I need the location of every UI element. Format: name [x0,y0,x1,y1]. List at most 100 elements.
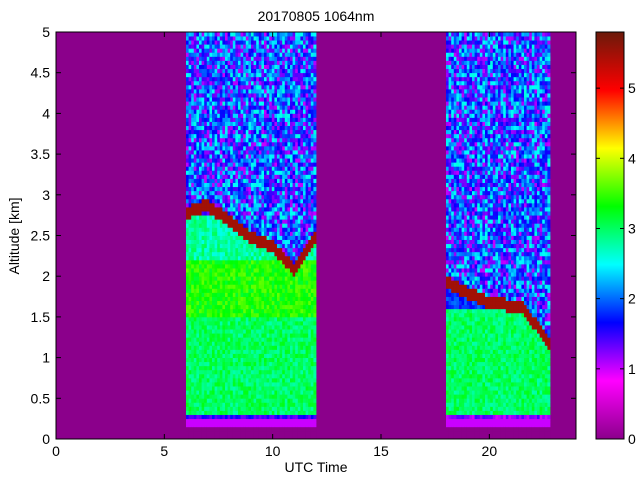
heatmap-cell [264,369,267,375]
heatmap-cell [191,105,195,110]
heatmap-cell [206,369,210,375]
heatmap-cell [188,251,192,257]
heatmap-cell [295,133,299,139]
heatmap-cell [248,207,252,212]
heatmap-cell [227,170,231,175]
heatmap-cell [222,215,226,220]
heatmap-cell [222,93,226,98]
heatmap-cell [227,145,231,151]
heatmap-cell [303,386,306,391]
heatmap-cell [227,235,231,240]
heatmap-cell [230,88,234,94]
heatmap-cell [284,93,288,98]
heatmap-cell [240,243,244,249]
heatmap-cell [264,154,267,159]
heatmap-cell [201,300,205,306]
heatmap-cell [258,235,262,240]
heatmap-cell [206,426,210,432]
heatmap-cell [232,398,236,403]
heatmap-cell [308,434,312,439]
heatmap-cell [253,141,257,147]
heatmap-cell [222,341,226,346]
heatmap-cell [212,243,215,249]
heatmap-cell [313,105,317,110]
heatmap-cell [199,272,202,277]
heatmap-cell [290,158,293,163]
heatmap-cell [269,235,273,240]
heatmap-cell [214,178,218,183]
heatmap-cell [264,227,267,232]
heatmap-cell [279,190,283,196]
heatmap-cell [243,320,247,326]
heatmap-cell [209,382,213,387]
heatmap-cell [303,60,306,65]
heatmap-cell [191,182,195,188]
heatmap-cell [261,170,265,175]
heatmap-cell [230,170,234,175]
heatmap-cell [199,341,202,346]
heatmap-cell [209,410,213,415]
heatmap-cell [277,239,280,245]
heatmap-cell [191,394,195,399]
heatmap-cell [253,80,257,86]
heatmap-cell [284,402,288,407]
heatmap-cell [292,158,296,163]
heatmap-cell [243,182,247,188]
heatmap-cell [238,341,241,346]
heatmap-cell [245,44,249,49]
heatmap-cell [271,44,275,49]
heatmap-cell [305,434,309,439]
heatmap-cell [264,390,267,395]
heatmap-cell [305,223,309,228]
heatmap-cell [227,178,231,183]
heatmap-cell [201,84,205,90]
heatmap-cell [227,333,231,338]
heatmap-cell [303,345,306,350]
heatmap-cell [303,117,306,122]
heatmap-cell [212,84,215,90]
heatmap-cell [248,227,252,232]
heatmap-cell [313,251,317,257]
heatmap-cell [240,64,244,70]
heatmap-cell [188,406,192,411]
heatmap-cell [240,345,244,350]
heatmap-cell [279,422,283,428]
heatmap-cell [308,72,312,78]
heatmap-cell [277,308,280,314]
heatmap-cell [308,76,312,82]
heatmap-cell [284,382,288,387]
heatmap-cell [214,255,218,261]
heatmap-cell [261,304,265,310]
heatmap-cell [258,402,262,407]
heatmap-cell [219,162,223,167]
heatmap-cell [308,158,312,163]
heatmap-cell [232,418,236,424]
heatmap-cell [191,93,195,98]
heatmap-cell [269,137,273,143]
heatmap-cell [217,304,221,310]
heatmap-cell [240,68,244,74]
heatmap-cell [186,125,189,131]
heatmap-cell [266,72,270,78]
heatmap-cell [191,68,195,74]
heatmap-cell [266,361,270,367]
heatmap-cell [264,398,267,403]
heatmap-cell [214,154,218,159]
heatmap-cell [212,178,215,183]
heatmap-cell [305,284,309,289]
heatmap-cell [284,414,288,420]
heatmap-cell [188,333,192,338]
heatmap-cell [232,215,236,220]
heatmap-cell [188,365,192,371]
heatmap-cell [230,68,234,74]
heatmap-cell [186,308,189,314]
heatmap-cell [271,150,275,155]
heatmap-cell [287,223,291,228]
heatmap-cell [225,117,228,122]
heatmap-cell [201,333,205,338]
heatmap-cell [248,357,252,363]
heatmap-cell [222,276,226,281]
heatmap-cell [186,272,189,277]
heatmap-cell [196,48,200,53]
heatmap-cell [219,60,223,65]
